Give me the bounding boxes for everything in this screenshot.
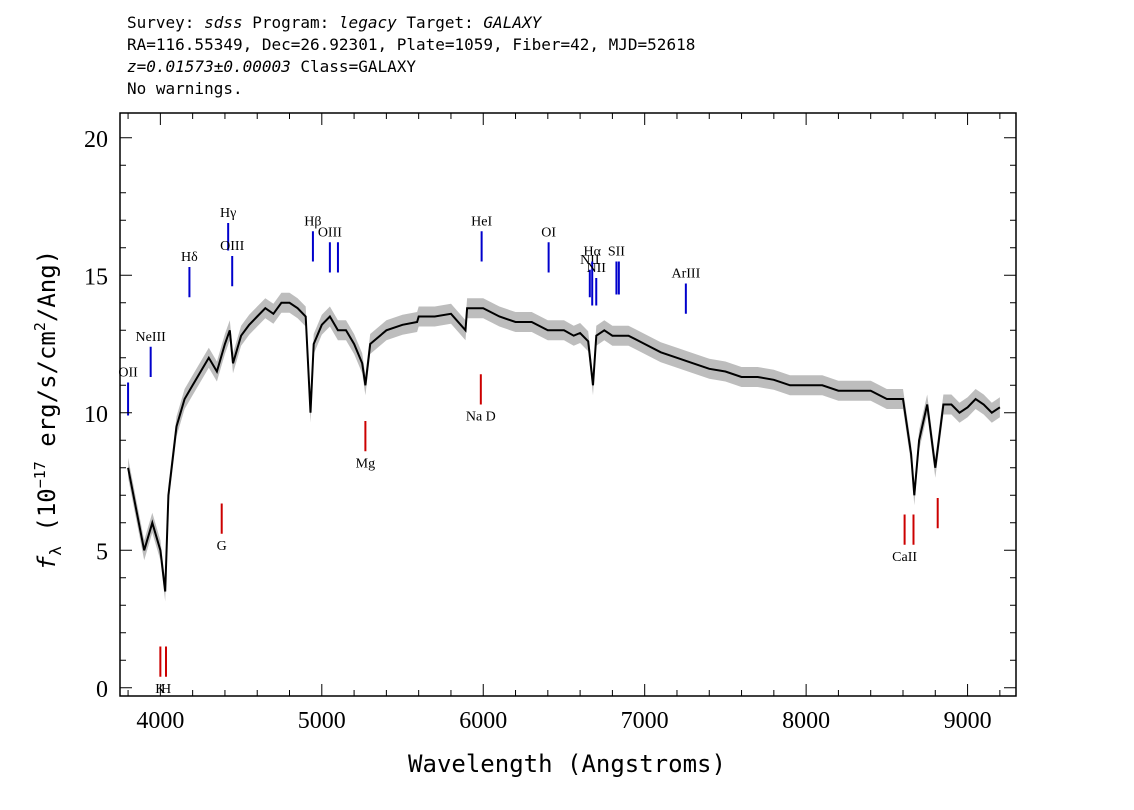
y-axis-pre: (10 xyxy=(33,488,61,546)
x-axis-title: Wavelength (Angstroms) xyxy=(408,750,726,778)
target-label: Target: xyxy=(396,13,484,32)
emission-line-label: Hβ xyxy=(304,214,321,229)
absorption-line-label: Na D xyxy=(466,410,496,425)
target-value: GALAXY xyxy=(483,13,542,32)
x-tick-label: 6000 xyxy=(459,708,507,734)
plot-content: OIINeIIIHδHγOIIIHβOIIIHeIOINIIHαNIISIIAr… xyxy=(118,206,1001,697)
survey-label: Survey: xyxy=(127,13,205,32)
emission-line-label: Hγ xyxy=(220,206,236,221)
header-line-warnings: No warnings. xyxy=(127,79,243,98)
flux-noise-band xyxy=(128,292,1000,602)
plot-frame xyxy=(119,112,1017,697)
absorption-line-label: G xyxy=(217,539,227,554)
emission-line-label: HeI xyxy=(471,214,492,229)
y-axis-sq: 2 xyxy=(31,322,49,331)
y-axis-lambda: λ xyxy=(46,546,65,556)
spectrum-header: Survey: sdss Program: legacy Target: GAL… xyxy=(127,12,695,100)
x-tick-label: 9000 xyxy=(944,708,992,734)
emission-line-label: SII xyxy=(608,245,625,260)
y-axis-mid: erg/s/cm xyxy=(33,331,61,461)
redshift-value: z=0.01573±0.00003 xyxy=(127,57,291,76)
y-axis-post: /Ang) xyxy=(33,250,61,322)
emission-line-label: OIII xyxy=(318,225,342,240)
emission-line-label: OII xyxy=(118,366,138,381)
x-tick-label: 4000 xyxy=(136,708,184,734)
x-tick-label: 8000 xyxy=(782,708,830,734)
header-line-survey: Survey: sdss Program: legacy Target: GAL… xyxy=(127,12,695,34)
program-label: Program: xyxy=(242,13,339,32)
y-axis-title: fλ (10−17 erg/s/cm2/Ang) xyxy=(31,250,65,570)
emission-line-label: NeIII xyxy=(136,330,167,345)
x-tick-label: 7000 xyxy=(621,708,669,734)
y-tick-label: 10 xyxy=(84,402,108,428)
emission-line-label: NII xyxy=(587,261,607,276)
class-value: Class=GALAXY xyxy=(290,57,416,76)
axes: 4000 5000 6000 7000 8000 9000 0 5 10 15 20 xyxy=(84,113,1016,734)
absorption-line-label: H xyxy=(161,682,171,697)
y-tick-label: 20 xyxy=(84,127,108,153)
flux-line xyxy=(127,301,1001,592)
absorption-line-label: CaII xyxy=(892,550,917,565)
emission-line-label: ArIII xyxy=(671,267,700,282)
y-tick-label: 5 xyxy=(96,539,108,565)
header-line-coordinates: RA=116.55349, Dec=26.92301, Plate=1059, … xyxy=(127,35,696,54)
emission-line-label: OI xyxy=(541,225,556,240)
absorption-line-label: Mg xyxy=(356,456,375,471)
survey-value: sdss xyxy=(204,13,243,32)
emission-line-label: Hδ xyxy=(181,250,198,265)
emission-line-label: Hα xyxy=(583,245,601,260)
y-tick-label: 0 xyxy=(96,677,108,703)
y-tick-label: 15 xyxy=(84,264,108,290)
header-line-redshift: z=0.01573±0.00003 Class=GALAXY xyxy=(127,56,695,78)
x-tick-label: 5000 xyxy=(298,708,346,734)
y-axis-f: f xyxy=(33,555,61,570)
emission-line-label: OIII xyxy=(220,239,244,254)
y-axis-exp: −17 xyxy=(31,461,49,488)
emission-line-label: NII xyxy=(580,253,600,268)
program-value: legacy xyxy=(338,13,397,32)
